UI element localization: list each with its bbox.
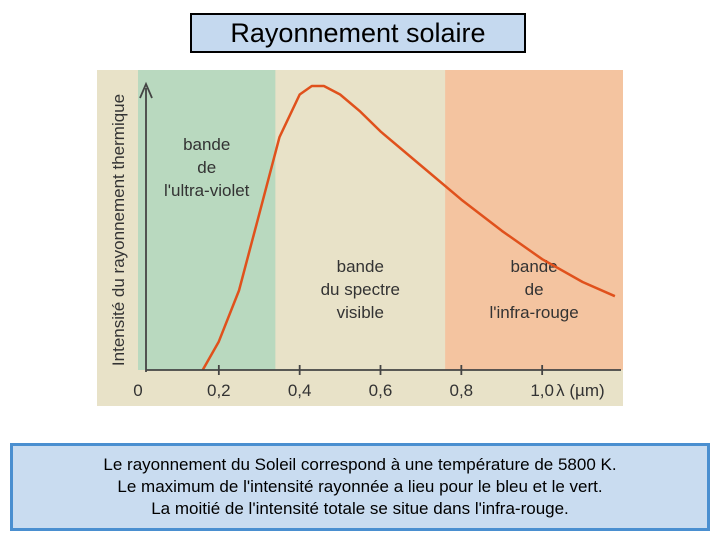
x-tick-label: 0,6 <box>369 381 393 400</box>
band-area-0 <box>138 70 276 370</box>
y-axis-label: Intensité du rayonnement thermique <box>109 94 128 366</box>
x-axis-label: λ (µm) <box>556 381 605 400</box>
band-label: l'infra-rouge <box>489 303 578 322</box>
x-tick-label: 0,4 <box>288 381 312 400</box>
band-label: du spectre <box>321 280 400 299</box>
x-tick-label: 0 <box>133 381 142 400</box>
y-axis-arrow <box>139 81 153 99</box>
spectrum-curve <box>201 84 616 371</box>
x-tick-label: 0,8 <box>450 381 474 400</box>
band-label: bande <box>337 257 384 276</box>
axis-strip <box>97 370 623 406</box>
ylabel-strip <box>97 70 138 370</box>
band-area-2 <box>445 70 623 370</box>
band-label: bande <box>510 257 557 276</box>
band-area-1 <box>275 70 446 370</box>
caption-line: Le rayonnement du Soleil correspond à un… <box>103 455 617 474</box>
spectrum-figure: bande de l'ultra-violet bande du spectre visi… <box>97 70 623 406</box>
caption-line: Le maximum de l'intensité rayonnée a lie… <box>117 477 603 496</box>
band-label: de <box>525 280 544 299</box>
x-tick-label: 0,2 <box>207 381 231 400</box>
band-label: visible <box>337 303 384 322</box>
caption-box: Le rayonnement du Soleil correspond à un… <box>10 443 710 531</box>
chart-title: Rayonnement solaire <box>230 17 486 48</box>
caption-line: La moitié de l'intensité totale se situe… <box>151 499 569 518</box>
band-label: de <box>197 158 216 177</box>
band-label: l'ultra-violet <box>164 181 250 200</box>
band-label: bande <box>183 135 230 154</box>
spectrum-chart: bande de l'ultra-violet bande du spectre visi… <box>97 70 623 406</box>
title-box: Rayonnement solaire <box>190 13 526 53</box>
x-tick-label: 1,0 <box>530 381 554 400</box>
